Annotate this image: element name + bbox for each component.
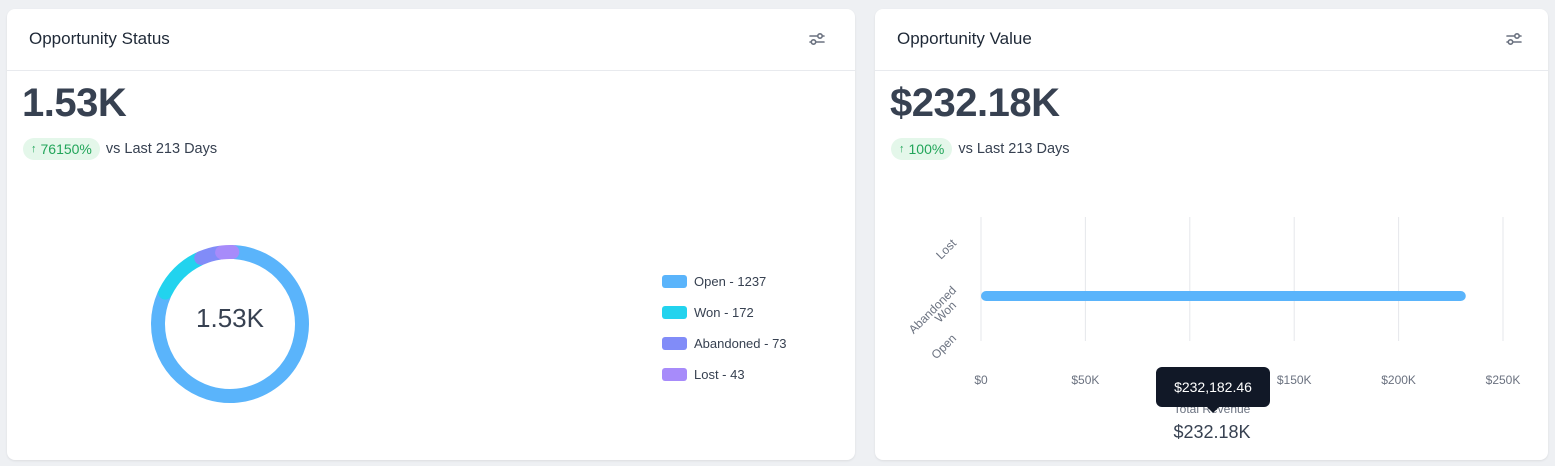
opportunity-count: 1.53K bbox=[22, 81, 127, 125]
chart-tooltip: $232,182.46 bbox=[1156, 367, 1270, 413]
y-category-label: Lost bbox=[933, 236, 959, 262]
legend-label: Abandoned - 73 bbox=[694, 336, 787, 351]
card-title: Opportunity Status bbox=[29, 29, 170, 48]
legend-label: Lost - 43 bbox=[694, 367, 745, 382]
value-bar-chart: $0$50K$100K$150K$200K$250KLostAbandonedW… bbox=[906, 217, 1521, 387]
donut-center-label: 1.53K bbox=[196, 303, 264, 333]
legend-swatch bbox=[662, 306, 687, 319]
total-revenue-value: $232.18K bbox=[1173, 422, 1251, 442]
bar-open[interactable] bbox=[981, 291, 1466, 301]
sliders-icon bbox=[1506, 33, 1522, 46]
legend-item[interactable]: Open - 1237 bbox=[662, 266, 787, 297]
card-header: Opportunity Status bbox=[7, 9, 855, 71]
change-row: ↑ 76150% vs Last 213 Days bbox=[23, 138, 217, 160]
change-percent: 100% bbox=[908, 141, 945, 157]
legend-item[interactable]: Lost - 43 bbox=[662, 359, 787, 390]
legend-item[interactable]: Won - 172 bbox=[662, 297, 787, 328]
x-tick-label: $0 bbox=[974, 373, 988, 387]
opportunity-status-card: Opportunity Status 1.53K ↑ 76150% vs Las… bbox=[7, 9, 855, 460]
chart-legend: Open - 1237 Won - 172 Abandoned - 73 Lost -… bbox=[662, 266, 787, 390]
change-badge: ↑ 100% bbox=[891, 138, 953, 160]
change-comparison: vs Last 213 Days bbox=[958, 141, 1070, 157]
x-tick-label: $50K bbox=[1071, 373, 1099, 387]
x-tick-label: $200K bbox=[1381, 373, 1416, 387]
legend-swatch bbox=[662, 275, 687, 288]
x-tick-label: $150K bbox=[1277, 373, 1312, 387]
arrow-up-icon: ↑ bbox=[899, 143, 905, 155]
sliders-icon bbox=[809, 33, 825, 46]
change-badge: ↑ 76150% bbox=[23, 138, 100, 160]
change-percent: 76150% bbox=[40, 141, 92, 157]
legend-label: Won - 172 bbox=[694, 305, 754, 320]
card-title: Opportunity Value bbox=[897, 29, 1032, 48]
donut-segment-open[interactable] bbox=[151, 245, 309, 403]
opportunity-value-card: Opportunity Value $232.18K ↑ 100% vs Las… bbox=[875, 9, 1548, 460]
status-donut-chart bbox=[151, 245, 309, 403]
change-comparison: vs Last 213 Days bbox=[105, 141, 218, 157]
card-header: Opportunity Value bbox=[875, 9, 1548, 71]
change-row: ↑ 100% vs Last 213 Days bbox=[891, 138, 1070, 160]
settings-button[interactable] bbox=[805, 27, 829, 51]
legend-swatch bbox=[662, 337, 687, 350]
legend-swatch bbox=[662, 368, 687, 381]
legend-label: Open - 1237 bbox=[694, 274, 767, 289]
legend-item[interactable]: Abandoned - 73 bbox=[662, 328, 787, 359]
arrow-up-icon: ↑ bbox=[31, 143, 37, 155]
donut-segment-won[interactable] bbox=[158, 252, 206, 300]
x-tick-label: $250K bbox=[1486, 373, 1521, 387]
y-category-label: Open bbox=[928, 331, 959, 362]
settings-button[interactable] bbox=[1502, 27, 1526, 51]
opportunity-value: $232.18K bbox=[890, 81, 1060, 125]
